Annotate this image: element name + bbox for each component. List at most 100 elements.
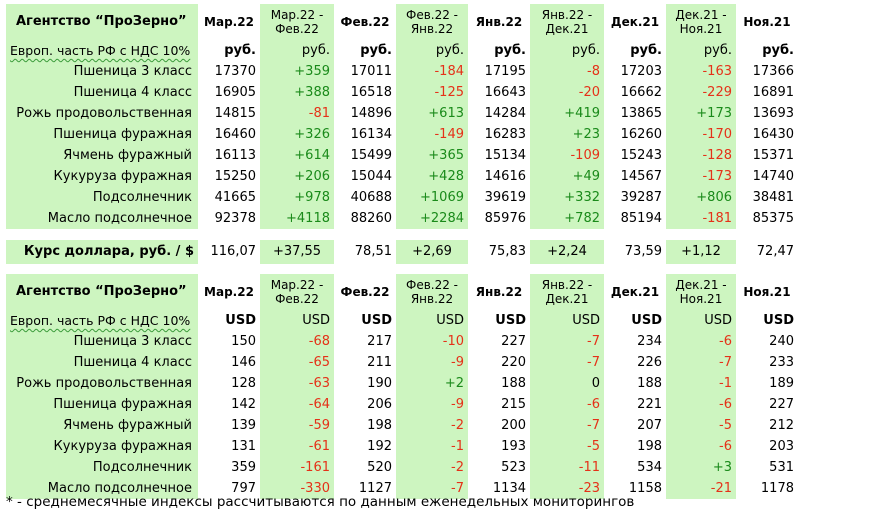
exchange-rate-value: +2,24 [530,240,604,264]
value-cell: 188 [501,376,526,391]
unit-row: Европ. часть РФ с НДС 10% руб. руб. руб. руб… [6,40,798,61]
change-cell: -5 [530,436,604,457]
value-cell: 233 [769,355,794,370]
exchange-rate-row: Курс доллара, руб. / $ 116,07 +37,55 78,51 +… [6,240,798,264]
exchange-rate-label: Курс доллара, руб. / $ [6,240,198,264]
value-cell: 39287 [620,190,662,205]
change-cell: +428 [396,166,468,187]
change-header-line1: Янв.22 - [541,8,593,22]
change-header-line1: Мар.22 - [270,8,324,22]
change-header-line2: Фев.22 [275,292,319,306]
header-row: Агентство “ПроЗерно” Мар.22 Мар.22 - Фев.22… [6,274,798,310]
change-cell: -6 [666,436,736,457]
change-cell: +326 [260,124,334,145]
month-header: Ноя.21 [743,285,791,299]
value-cell: 359 [231,460,256,475]
exchange-rate-value: 75,83 [488,244,526,259]
change-cell: -2 [396,415,468,436]
unit-cell: руб. [630,43,662,58]
change-header-line1: Дек.21 - [675,8,727,22]
table-row: Масло подсолнечное 797 -330 1127 -7 1134 -23 11… [6,478,798,499]
usd-price-table: Агентство “ПроЗерно” Мар.22 Мар.22 - Фев.22… [6,274,798,499]
change-cell: -7 [396,478,468,499]
change-cell: -23 [530,478,604,499]
change-cell: +332 [530,187,604,208]
value-cell: 520 [367,460,392,475]
change-header: Мар.22 - Фев.22 [260,4,334,40]
change-cell: -163 [666,61,736,82]
table-row: Ячмень фуражный 139 -59 198 -2 200 -7 207 -5 212 [6,415,798,436]
change-cell: -5 [666,415,736,436]
change-cell: -8 [530,61,604,82]
month-header: Ноя.21 [743,15,791,29]
unit-cell: руб. [530,40,604,61]
agency-title: Агентство “ПроЗерно” [6,4,198,40]
month-header: Янв.22 [475,285,523,299]
unit-cell: USD [396,310,468,331]
region-label-text: Европ. часть РФ с НДС 10% [10,313,191,328]
unit-cell: USD [260,310,334,331]
change-header: Янв.22 - Дек.21 [530,4,604,40]
value-cell: 797 [231,481,256,496]
change-cell: -7 [530,352,604,373]
table-row: Пшеница 3 класс 17370 +359 17011 -184 17195 -8… [6,61,798,82]
unit-cell: USD [666,310,736,331]
change-cell: -61 [260,436,334,457]
value-cell: 220 [501,355,526,370]
value-cell: 189 [769,376,794,391]
product-name: Пшеница 3 класс [6,61,198,82]
change-cell: -1 [396,436,468,457]
change-cell: -63 [260,373,334,394]
value-cell: 212 [769,418,794,433]
change-cell: -11 [530,457,604,478]
value-cell: 85976 [484,211,526,226]
value-cell: 198 [637,439,662,454]
change-cell: -128 [666,145,736,166]
value-cell: 146 [231,355,256,370]
product-name: Масло подсолнечное [6,208,198,229]
change-header: Дек.21 - Ноя.21 [666,4,736,40]
change-cell: -6 [530,394,604,415]
change-header-line2: Фев.22 [275,22,319,36]
product-name: Ячмень фуражный [6,415,198,436]
change-header-line1: Фев.22 - [405,8,458,22]
change-cell: +206 [260,166,334,187]
value-cell: 85375 [752,211,794,226]
unit-cell: руб. [360,43,392,58]
change-cell: -149 [396,124,468,145]
table-row: Пшеница фуражная 142 -64 206 -9 215 -6 221 -6 227 [6,394,798,415]
value-cell: 240 [769,334,794,349]
value-cell: 207 [637,418,662,433]
unit-cell: USD [495,313,526,328]
value-cell: 221 [637,397,662,412]
value-cell: 16283 [484,127,526,142]
month-header: Янв.22 [475,15,523,29]
unit-row: Европ. часть РФ с НДС 10% USD USD USD USD USD… [6,310,798,331]
value-cell: 128 [231,376,256,391]
product-name: Рожь продовольственная [6,103,198,124]
unit-cell: руб. [260,40,334,61]
change-cell: -6 [666,394,736,415]
change-cell: +806 [666,187,736,208]
value-cell: 217 [367,334,392,349]
value-cell: 14616 [484,169,526,184]
unit-cell: руб. [224,43,256,58]
table-row: Подсолнечник 41665 +978 40688 +1069 39619 +332… [6,187,798,208]
change-header-line1: Янв.22 - [541,278,593,292]
month-header: Мар.22 [204,285,254,299]
exchange-rate-value: +1,12 [666,240,736,264]
change-cell: -330 [260,478,334,499]
value-cell: 131 [231,439,256,454]
value-cell: 1158 [628,481,662,496]
value-cell: 16260 [620,127,662,142]
change-cell: +4118 [260,208,334,229]
unit-cell: USD [763,313,794,328]
unit-cell: USD [631,313,662,328]
change-cell: +613 [396,103,468,124]
change-cell: -9 [396,394,468,415]
unit-cell: руб. [666,40,736,61]
value-cell: 15243 [620,148,662,163]
value-cell: 17011 [350,64,392,79]
unit-cell: USD [530,310,604,331]
exchange-rate-body: Курс доллара, руб. / $ 116,07 +37,55 78,51 +… [6,240,798,264]
